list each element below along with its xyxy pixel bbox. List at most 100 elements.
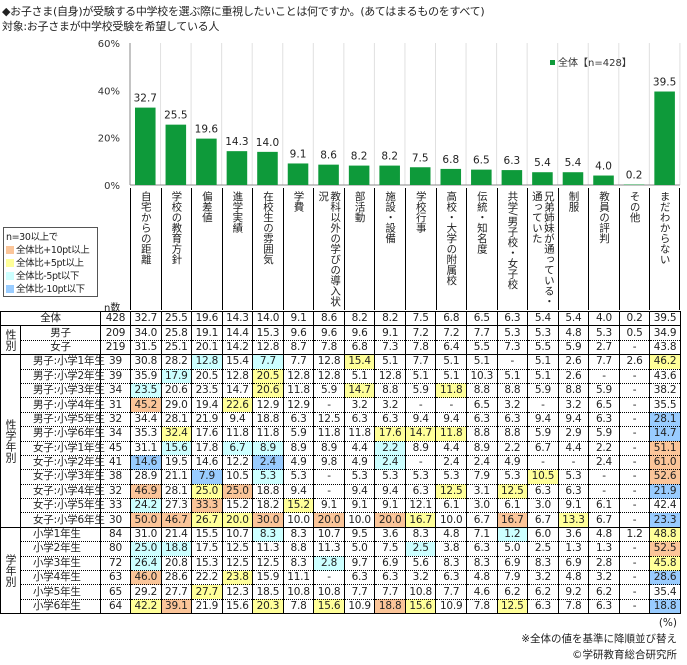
bar-value-label: 6.3 <box>504 155 521 167</box>
n-count: 63 <box>100 570 132 585</box>
value-cell: 15.6 <box>313 598 345 615</box>
value-cell: 1.3 <box>588 541 620 557</box>
value-cell: 2.4 <box>588 454 620 470</box>
row-label: 小学3年生 <box>19 555 102 571</box>
value-cell: 3.2 <box>527 570 559 585</box>
value-cell: 8.8 <box>282 541 315 557</box>
table-row: 女子:小学5年生 33 24.2 27.3 33.3 15.2 18.2 15.2 9.1 9.1… <box>1 498 681 513</box>
value-cell: 17.6 <box>191 426 223 442</box>
bar <box>318 164 339 185</box>
sort-note: ※全体の値を基準に降順並び替え <box>521 633 677 645</box>
category-label: 高校・大学の附属校 <box>435 188 467 310</box>
bar-value-label: 14.3 <box>225 136 248 148</box>
value-cell: 35.4 <box>649 584 681 600</box>
value-cell: 8.6 <box>313 310 345 326</box>
table-row: 性別 男子 209 34.0 25.8 19.1 14.4 15.3 9.6 9.6 9.6 9.1 7… <box>0 325 681 356</box>
n-count: 219 <box>100 339 132 355</box>
bar <box>593 175 614 185</box>
value-cell: 18.8 <box>252 483 284 499</box>
value-cell: 6.1 <box>496 498 529 513</box>
value-cell: 5.3 <box>496 325 529 341</box>
value-cell: 17.6 <box>374 426 406 442</box>
value-cell: 5.1 <box>404 368 437 384</box>
value-cell: 5.3 <box>343 469 376 485</box>
y-tick-label: 60% <box>98 39 120 50</box>
value-cell: 4.8 <box>557 570 590 585</box>
value-cell: 10.8 <box>404 584 437 600</box>
value-cell: 2.6 <box>557 354 590 370</box>
highlight-legend: n=30以上で 全体比+10pt以上 全体比+5pt以上 全体比-5pt以下 全体比-… <box>3 227 98 297</box>
value-cell: 14.0 <box>252 310 284 326</box>
value-cell: 6.3 <box>527 598 559 615</box>
value-cell: 9.4 <box>435 411 468 427</box>
value-cell: 3.6 <box>374 526 406 542</box>
value-cell: 6.3 <box>404 483 437 499</box>
crosstab-table: 全体 428 32.7 25.5 19.6 14.3 14.0 9.1 8.6 8.2 8.2 7.5… <box>0 310 681 615</box>
value-cell: 9.5 <box>343 526 376 542</box>
value-cell: 25.0 <box>221 483 254 499</box>
value-cell: 39.1 <box>160 598 193 615</box>
category-label: その他 <box>618 188 650 310</box>
value-cell: 4.9 <box>282 454 315 470</box>
value-cell: 3.2 <box>496 397 529 413</box>
value-cell: - <box>618 368 651 384</box>
value-cell: 12.5 <box>252 555 284 571</box>
value-cell: 28.9 <box>130 469 162 485</box>
table-row: 学年別 小学1年生 84 31.0 21.4 15.5 10.7 8.3 8.3 10.7 9.5 3… <box>0 526 681 615</box>
value-cell: 20.0 <box>313 512 345 528</box>
value-cell: 10.0 <box>343 512 376 528</box>
value-cell: 9.1 <box>374 498 406 513</box>
n-count: 39 <box>100 354 132 370</box>
value-cell: 20.3 <box>252 598 284 615</box>
category-label: まだわからない <box>649 188 680 310</box>
table-row: 小学4年生 63 46.0 28.6 22.2 23.8 15.9 11.1-6.3 6.3 3.… <box>1 570 681 585</box>
value-cell: 17.9 <box>160 368 193 384</box>
value-cell: - <box>618 339 651 355</box>
row-label: 男子:小学4年生 <box>19 397 105 413</box>
value-cell: 8.7 <box>282 339 315 355</box>
n-count: 31 <box>100 397 132 413</box>
n-count: 33 <box>100 498 132 513</box>
value-cell: 31.0 <box>130 526 162 542</box>
value-cell: - <box>618 498 651 513</box>
value-cell: 42.4 <box>649 498 681 513</box>
value-cell: 8.8 <box>496 382 529 398</box>
value-cell: 17.8 <box>191 440 223 456</box>
value-cell: 8.3 <box>435 555 468 571</box>
bar <box>257 151 278 185</box>
value-cell: 10.9 <box>343 598 376 615</box>
bar <box>379 165 400 185</box>
value-cell: - <box>588 368 620 384</box>
value-cell: - <box>313 570 345 585</box>
value-cell: - <box>588 483 620 499</box>
value-cell: 16.7 <box>496 512 529 528</box>
bar <box>287 163 309 185</box>
value-cell: 5.1 <box>466 354 498 370</box>
value-cell: 25.5 <box>160 310 193 326</box>
category-label: 自宅からの距離 <box>130 188 161 310</box>
value-cell: 18.8 <box>252 411 284 427</box>
value-cell: 24.2 <box>130 498 162 513</box>
value-cell: 14.7 <box>221 382 254 398</box>
value-cell: 6.7 <box>221 440 254 456</box>
value-cell: 21.9 <box>649 483 681 499</box>
chart-legend-label: 全体【n=428】 <box>558 56 632 69</box>
value-cell: - <box>618 426 651 442</box>
value-cell: 5.3 <box>282 469 315 485</box>
value-cell: 27.3 <box>160 498 193 513</box>
value-cell: 2.8 <box>588 555 620 571</box>
value-cell: - <box>404 454 437 470</box>
category-label: 進学実績 <box>221 188 253 310</box>
value-cell: 6.7 <box>527 440 559 456</box>
value-cell: 5.1 <box>374 354 406 370</box>
value-cell: 34.4 <box>130 411 162 427</box>
value-cell: 2.4 <box>435 454 468 470</box>
value-cell: 20.1 <box>191 339 223 355</box>
value-cell: 11.1 <box>282 570 315 585</box>
value-cell: 6.3 <box>343 411 376 427</box>
highlight-legend-title: n=30以上で <box>6 232 58 243</box>
legend-swatch <box>6 259 14 267</box>
value-cell: 15.6 <box>160 440 193 456</box>
y-tick-label: 40% <box>98 86 120 97</box>
value-cell: 11.8 <box>435 382 468 398</box>
